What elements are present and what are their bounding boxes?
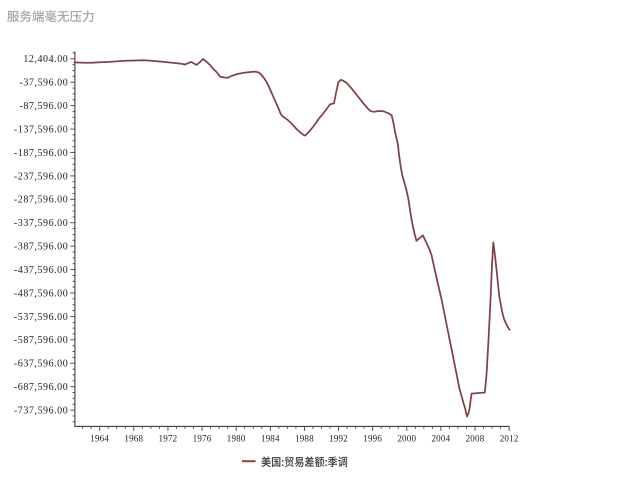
svg-text:1984: 1984	[261, 434, 280, 444]
svg-text:-387,596.00: -387,596.00	[14, 242, 68, 253]
svg-text:-87,596.00: -87,596.00	[19, 101, 68, 112]
svg-text:-637,596.00: -637,596.00	[14, 359, 68, 370]
svg-text:-37,596.00: -37,596.00	[19, 78, 68, 89]
svg-text:1980: 1980	[227, 434, 246, 444]
svg-text:1988: 1988	[295, 434, 314, 444]
svg-text:1996: 1996	[363, 434, 382, 444]
svg-text:1972: 1972	[159, 434, 178, 444]
svg-text:2004: 2004	[431, 434, 450, 444]
svg-text:12,404.00: 12,404.00	[23, 54, 68, 65]
svg-text:1992: 1992	[329, 434, 348, 444]
svg-text:2008: 2008	[466, 434, 485, 444]
svg-text:2012: 2012	[500, 434, 519, 444]
svg-text:-487,596.00: -487,596.00	[14, 288, 68, 299]
svg-text:-437,596.00: -437,596.00	[14, 265, 68, 276]
svg-text:-237,596.00: -237,596.00	[14, 171, 68, 182]
svg-text:-137,596.00: -137,596.00	[14, 124, 68, 135]
svg-text:-537,596.00: -537,596.00	[14, 312, 68, 323]
svg-text:2000: 2000	[397, 434, 416, 444]
svg-text:-587,596.00: -587,596.00	[14, 335, 68, 346]
svg-text:-287,596.00: -287,596.00	[14, 195, 68, 206]
svg-text:-187,596.00: -187,596.00	[14, 148, 68, 159]
svg-text:1976: 1976	[193, 434, 212, 444]
svg-text:-687,596.00: -687,596.00	[14, 382, 68, 393]
svg-text:-737,596.00: -737,596.00	[14, 406, 68, 417]
svg-text:1968: 1968	[124, 434, 143, 444]
svg-text:-337,596.00: -337,596.00	[14, 218, 68, 229]
svg-text:1964: 1964	[90, 434, 109, 444]
